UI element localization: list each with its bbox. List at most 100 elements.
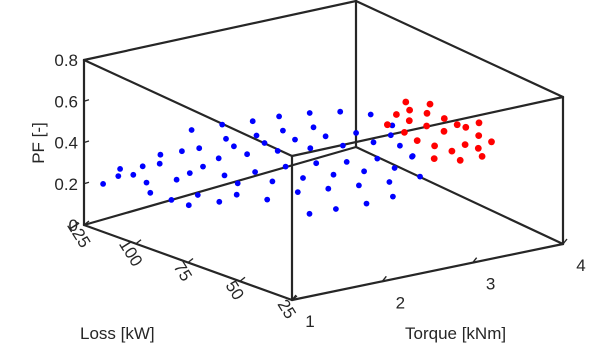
tick-mark xyxy=(291,295,298,301)
data-point xyxy=(300,175,306,181)
data-point xyxy=(186,170,193,177)
data-point xyxy=(313,160,320,167)
points-layer xyxy=(100,98,495,217)
data-point xyxy=(269,178,276,185)
data-point xyxy=(423,122,430,130)
data-point xyxy=(306,110,313,116)
data-point xyxy=(356,182,362,189)
tick-label: 1 xyxy=(305,312,314,331)
data-point xyxy=(340,142,346,149)
tick-label: 2 xyxy=(396,293,405,312)
tick-mark xyxy=(135,239,142,245)
data-point xyxy=(282,163,289,170)
data-point xyxy=(409,153,416,159)
data-point xyxy=(188,127,195,133)
data-point xyxy=(423,109,431,117)
data-point xyxy=(322,133,329,140)
data-point xyxy=(453,121,461,129)
data-point xyxy=(280,127,286,134)
tick-mark xyxy=(83,57,90,61)
tick-label: 0 xyxy=(69,216,78,235)
data-point xyxy=(440,115,448,122)
tick-mark xyxy=(83,140,90,144)
tick-mark xyxy=(562,238,568,245)
data-point xyxy=(462,123,470,131)
tick-mark xyxy=(83,181,90,185)
data-point xyxy=(100,181,106,187)
data-point xyxy=(292,136,298,143)
data-point xyxy=(274,148,281,154)
data-point xyxy=(374,155,381,162)
data-point xyxy=(157,151,164,158)
data-point xyxy=(179,148,185,155)
data-point xyxy=(147,189,154,196)
top-front-left-edge xyxy=(82,58,294,158)
data-point xyxy=(168,197,175,203)
data-point xyxy=(333,206,339,212)
data-point xyxy=(402,98,410,106)
data-point xyxy=(430,155,438,163)
top-right-edge xyxy=(354,0,565,99)
data-point xyxy=(413,137,421,145)
data-point xyxy=(384,121,391,129)
data-point xyxy=(367,111,374,118)
data-point xyxy=(233,191,240,198)
data-point xyxy=(448,147,456,155)
data-point xyxy=(401,129,408,136)
data-point xyxy=(139,163,146,170)
data-point xyxy=(252,169,258,175)
data-point xyxy=(253,132,260,139)
tick-mark xyxy=(472,257,478,264)
data-point xyxy=(219,121,226,128)
data-point xyxy=(196,145,203,152)
data-point xyxy=(216,198,223,205)
data-point xyxy=(337,108,344,115)
data-point xyxy=(488,138,495,146)
back-floor-right-edge xyxy=(354,145,565,246)
data-point xyxy=(244,151,251,158)
data-point xyxy=(173,176,180,183)
data-point xyxy=(387,132,394,139)
tick-label: 75 xyxy=(170,259,196,285)
data-point xyxy=(194,192,201,198)
data-point xyxy=(361,168,367,175)
data-point xyxy=(343,159,350,165)
axes-box xyxy=(82,0,565,302)
tick-label: 50 xyxy=(222,277,248,303)
z-axis-label: PF [-] xyxy=(29,122,48,164)
data-point xyxy=(310,124,317,131)
data-point xyxy=(353,130,359,136)
data-point xyxy=(115,173,122,180)
data-point xyxy=(417,173,423,180)
data-point xyxy=(390,193,396,200)
y-axis-label: Loss [kW] xyxy=(80,324,155,343)
top-left-edge xyxy=(82,0,358,62)
data-point xyxy=(294,189,301,196)
data-point xyxy=(330,171,337,178)
data-point xyxy=(276,113,282,120)
tick-mark xyxy=(187,257,194,264)
data-point xyxy=(397,142,403,149)
data-point xyxy=(325,185,332,192)
tick-mark xyxy=(83,220,90,226)
data-point xyxy=(393,111,400,118)
data-point xyxy=(307,145,314,152)
tick-label: 0.6 xyxy=(54,92,78,111)
data-point xyxy=(264,196,271,203)
data-point xyxy=(249,118,256,125)
data-point xyxy=(306,210,313,217)
data-point xyxy=(370,139,377,146)
data-point xyxy=(478,153,486,160)
data-point xyxy=(234,180,241,187)
data-point xyxy=(221,172,228,179)
tick-label: 4 xyxy=(576,256,585,275)
data-point xyxy=(389,122,396,129)
tick-mark xyxy=(381,275,387,282)
data-point xyxy=(475,132,483,140)
tick-mark xyxy=(83,99,90,102)
data-point xyxy=(130,171,137,178)
data-point xyxy=(426,100,434,108)
data-point xyxy=(440,127,448,135)
data-point xyxy=(386,179,393,185)
